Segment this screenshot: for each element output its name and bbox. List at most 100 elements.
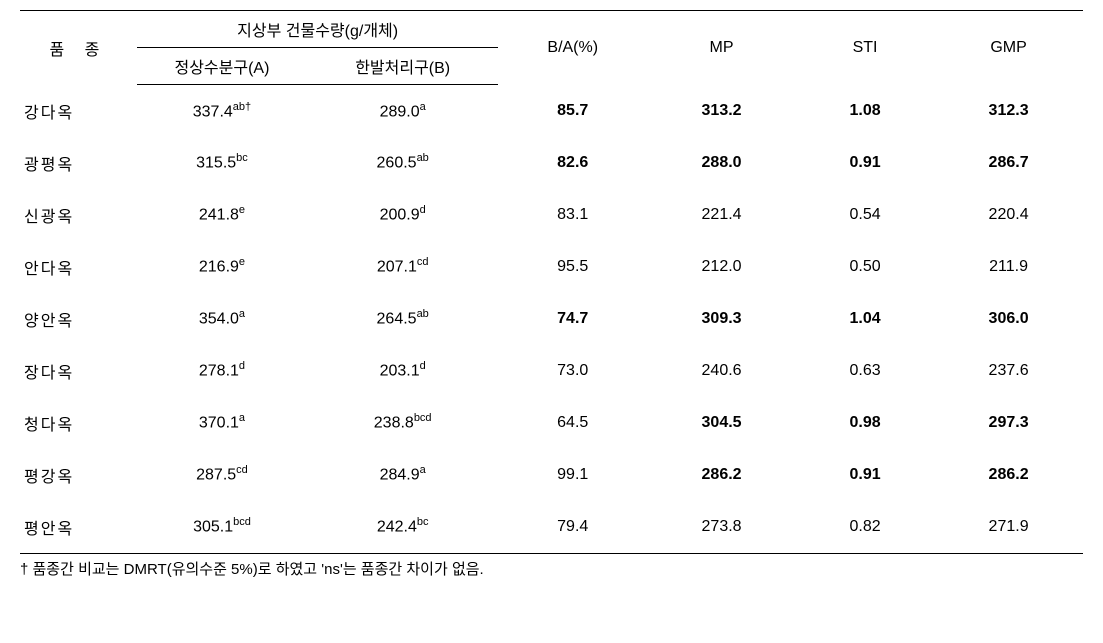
cell-col-b: 238.8bcd	[307, 397, 498, 449]
cell-gmp: 237.6	[934, 345, 1083, 397]
superscript: bcd	[414, 412, 432, 424]
superscript: a	[239, 412, 245, 424]
table-row: 광평옥315.5bc260.5ab82.6288.00.91286.7	[20, 137, 1083, 189]
cell-col-a: 370.1a	[137, 397, 307, 449]
cell-ba: 83.1	[498, 189, 647, 241]
superscript: bc	[417, 516, 429, 528]
header-ba: B/A(%)	[498, 11, 647, 85]
superscript: bcd	[233, 516, 251, 528]
cell-mp: 212.0	[647, 241, 796, 293]
cell-ba: 74.7	[498, 293, 647, 345]
cell-col-b: 242.4bc	[307, 501, 498, 554]
cell-variety: 평안옥	[20, 501, 137, 554]
superscript: d	[420, 360, 426, 372]
cell-col-b: 289.0a	[307, 85, 498, 137]
table-row: 평안옥305.1bcd242.4bc79.4273.80.82271.9	[20, 501, 1083, 554]
cell-sti: 0.82	[796, 501, 934, 554]
header-group-label: 지상부 건물수량(g/개체)	[137, 11, 498, 48]
cell-ba: 95.5	[498, 241, 647, 293]
superscript: d	[420, 204, 426, 216]
cell-sti: 0.50	[796, 241, 934, 293]
table-row: 안다옥216.9e207.1cd95.5212.00.50211.9	[20, 241, 1083, 293]
cell-ba: 64.5	[498, 397, 647, 449]
cell-col-a: 337.4ab†	[137, 85, 307, 137]
cell-mp: 313.2	[647, 85, 796, 137]
superscript: cd	[236, 464, 248, 476]
header-sti: STI	[796, 11, 934, 85]
superscript: a	[239, 308, 245, 320]
superscript: a	[420, 464, 426, 476]
cell-mp: 304.5	[647, 397, 796, 449]
cell-ba: 79.4	[498, 501, 647, 554]
cell-sti: 0.63	[796, 345, 934, 397]
superscript: d	[239, 360, 245, 372]
cell-mp: 221.4	[647, 189, 796, 241]
header-col-a: 정상수분구(A)	[137, 48, 307, 85]
cell-mp: 288.0	[647, 137, 796, 189]
table-footnote: † 품종간 비교는 DMRT(유의수준 5%)로 하였고 'ns'는 품종간 차…	[20, 554, 1083, 579]
table-body: 강다옥337.4ab†289.0a85.7313.21.08312.3광평옥31…	[20, 85, 1083, 554]
cell-variety: 안다옥	[20, 241, 137, 293]
cell-gmp: 306.0	[934, 293, 1083, 345]
cell-gmp: 286.7	[934, 137, 1083, 189]
cell-mp: 309.3	[647, 293, 796, 345]
cell-sti: 0.54	[796, 189, 934, 241]
cell-sti: 0.91	[796, 449, 934, 501]
table-row: 양안옥354.0a264.5ab74.7309.31.04306.0	[20, 293, 1083, 345]
header-variety: 품 종	[20, 11, 137, 85]
data-table: 품 종 지상부 건물수량(g/개체) B/A(%) MP STI GMP 정상수…	[20, 10, 1083, 554]
cell-ba: 85.7	[498, 85, 647, 137]
cell-mp: 240.6	[647, 345, 796, 397]
cell-gmp: 312.3	[934, 85, 1083, 137]
cell-gmp: 220.4	[934, 189, 1083, 241]
cell-col-a: 241.8e	[137, 189, 307, 241]
cell-col-b: 200.9d	[307, 189, 498, 241]
table-row: 평강옥287.5cd284.9a99.1286.20.91286.2	[20, 449, 1083, 501]
cell-ba: 82.6	[498, 137, 647, 189]
superscript: a	[420, 101, 426, 113]
cell-col-b: 264.5ab	[307, 293, 498, 345]
cell-mp: 286.2	[647, 449, 796, 501]
cell-variety: 강다옥	[20, 85, 137, 137]
table-row: 장다옥278.1d203.1d73.0240.60.63237.6	[20, 345, 1083, 397]
cell-sti: 0.98	[796, 397, 934, 449]
table-row: 신광옥241.8e200.9d83.1221.40.54220.4	[20, 189, 1083, 241]
cell-variety: 평강옥	[20, 449, 137, 501]
cell-sti: 1.04	[796, 293, 934, 345]
cell-ba: 73.0	[498, 345, 647, 397]
cell-col-b: 203.1d	[307, 345, 498, 397]
superscript: e	[239, 256, 245, 268]
cell-sti: 0.91	[796, 137, 934, 189]
cell-col-b: 284.9a	[307, 449, 498, 501]
cell-col-a: 305.1bcd	[137, 501, 307, 554]
table-header: 품 종 지상부 건물수량(g/개체) B/A(%) MP STI GMP 정상수…	[20, 11, 1083, 85]
cell-gmp: 286.2	[934, 449, 1083, 501]
cell-variety: 양안옥	[20, 293, 137, 345]
cell-gmp: 211.9	[934, 241, 1083, 293]
table-row: 청다옥370.1a238.8bcd64.5304.50.98297.3	[20, 397, 1083, 449]
superscript: ab	[417, 308, 429, 320]
superscript: ab†	[233, 101, 251, 113]
cell-variety: 장다옥	[20, 345, 137, 397]
superscript: ab	[417, 152, 429, 164]
cell-col-a: 354.0a	[137, 293, 307, 345]
cell-variety: 광평옥	[20, 137, 137, 189]
cell-col-b: 207.1cd	[307, 241, 498, 293]
cell-gmp: 297.3	[934, 397, 1083, 449]
cell-col-a: 216.9e	[137, 241, 307, 293]
superscript: e	[239, 204, 245, 216]
cell-mp: 273.8	[647, 501, 796, 554]
header-gmp: GMP	[934, 11, 1083, 85]
cell-col-a: 278.1d	[137, 345, 307, 397]
header-mp: MP	[647, 11, 796, 85]
cell-col-a: 287.5cd	[137, 449, 307, 501]
table-row: 강다옥337.4ab†289.0a85.7313.21.08312.3	[20, 85, 1083, 137]
superscript: bc	[236, 152, 248, 164]
cell-col-b: 260.5ab	[307, 137, 498, 189]
cell-ba: 99.1	[498, 449, 647, 501]
cell-variety: 신광옥	[20, 189, 137, 241]
cell-gmp: 271.9	[934, 501, 1083, 554]
cell-col-a: 315.5bc	[137, 137, 307, 189]
superscript: cd	[417, 256, 429, 268]
header-col-b: 한발처리구(B)	[307, 48, 498, 85]
